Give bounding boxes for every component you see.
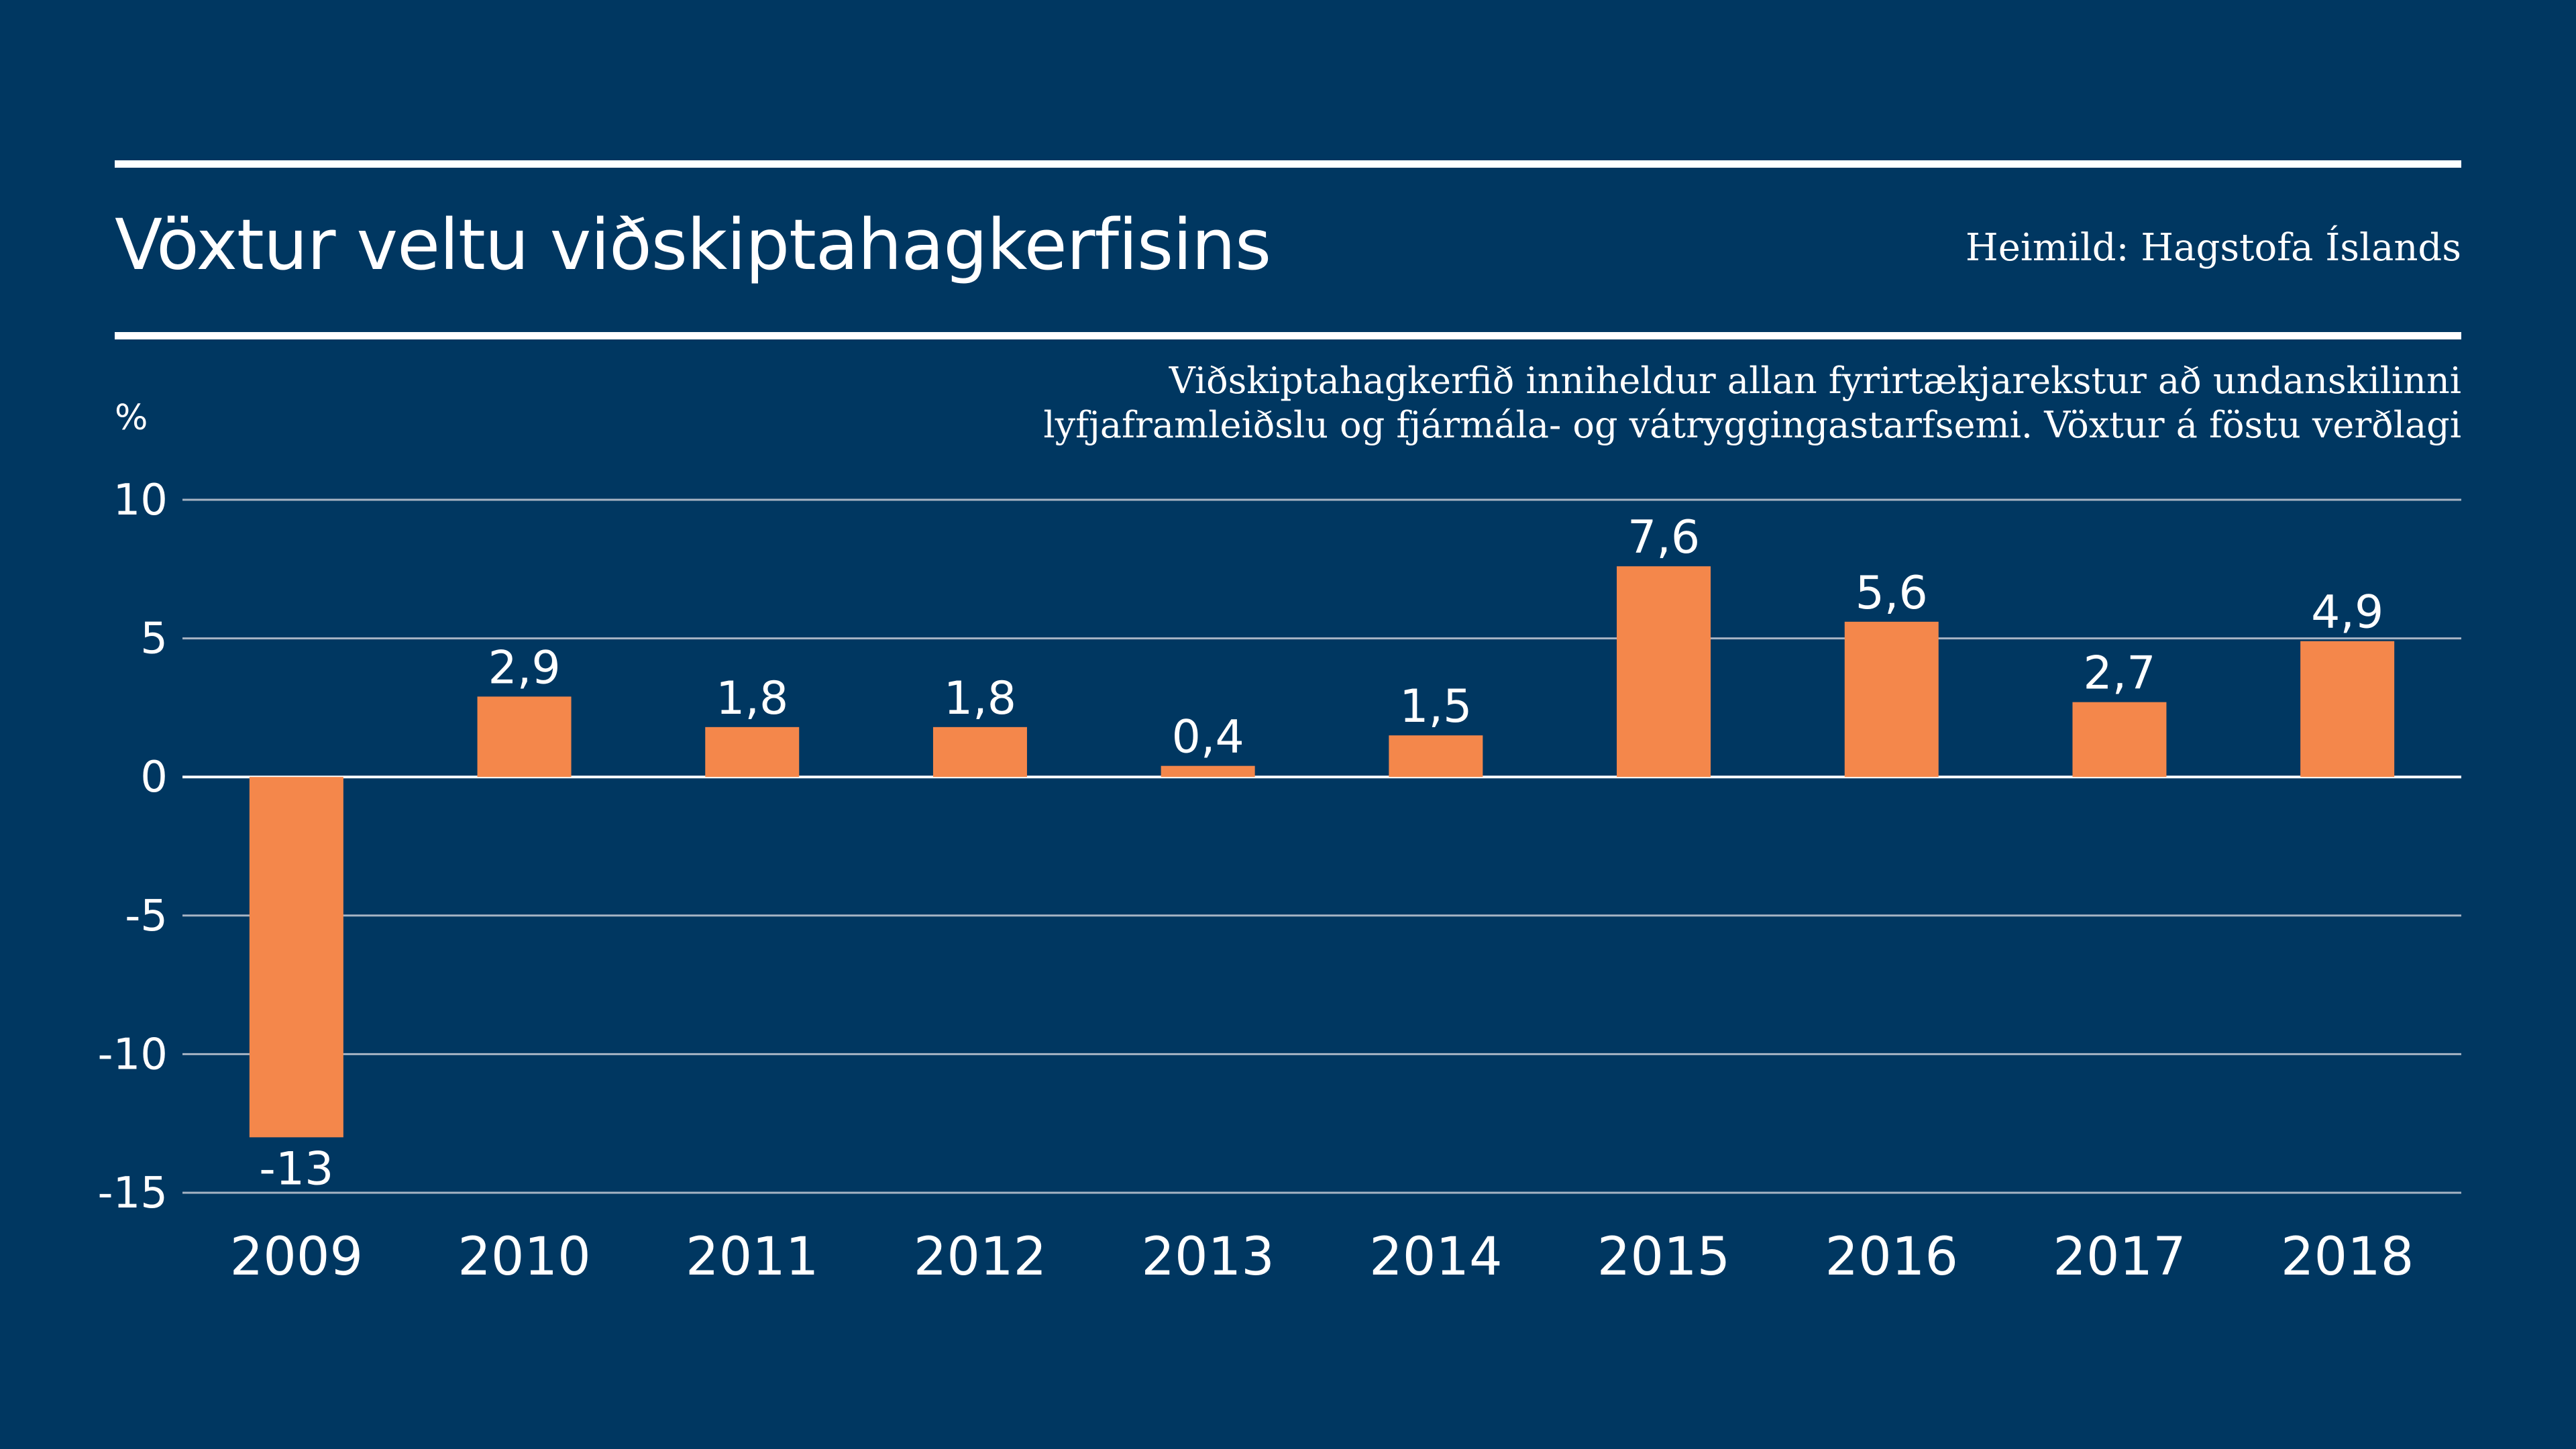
bars	[249, 566, 2395, 1138]
data-label-2011: 1,8	[716, 672, 788, 725]
bar-2009	[249, 777, 343, 1138]
top-rule	[115, 160, 2461, 168]
y-tick-label: -15	[97, 1169, 168, 1218]
data-labels: -13 2,9 1,8 1,8 0,4 1,5 7,6 5,6 2,7 4,9	[259, 511, 2383, 1195]
y-axis-unit-label: %	[115, 398, 148, 438]
bar-2012	[932, 727, 1027, 777]
data-label-2014: 1,5	[1399, 680, 1472, 733]
data-label-2013: 0,4	[1172, 711, 1244, 764]
x-tick-label-2016: 2016	[1825, 1227, 1958, 1287]
data-label-2010: 2,9	[488, 641, 560, 694]
header-rule	[115, 332, 2461, 339]
x-tick-label-2017: 2017	[2053, 1227, 2186, 1287]
data-label-2009: -13	[259, 1142, 333, 1195]
x-tick-label-2018: 2018	[2281, 1227, 2414, 1287]
x-tick-label-2014: 2014	[1369, 1227, 1503, 1287]
data-label-2018: 4,9	[2311, 586, 2383, 639]
y-tick-label: -5	[125, 892, 168, 941]
x-tick-label-2009: 2009	[230, 1227, 364, 1287]
bar-2017	[2072, 702, 2167, 777]
x-tick-label-2013: 2013	[1141, 1227, 1275, 1287]
chart-subtitle: Viðskiptahagkerfið inniheldur allan fyri…	[851, 359, 2461, 447]
y-tick-label: -10	[97, 1030, 168, 1079]
subtitle-line-1: Viðskiptahagkerfið inniheldur allan fyri…	[1169, 360, 2461, 402]
chart-title: Vöxtur veltu viðskiptahagkerfisins	[115, 204, 1271, 286]
bar-2014	[1389, 735, 1483, 777]
bar-2018	[2300, 641, 2395, 777]
source-note: Heimild: Hagstofa Íslands	[1965, 226, 2461, 270]
y-tick-label: 0	[140, 753, 168, 802]
subtitle-line-2: lyfjaframleiðslu og fjármála- og vátrygg…	[1043, 404, 2461, 446]
gridlines	[182, 498, 2461, 1194]
data-label-2016: 5,6	[1856, 567, 1928, 620]
bar-2013	[1161, 765, 1255, 777]
bar-2016	[1844, 621, 1939, 777]
x-tick-label-2011: 2011	[686, 1227, 819, 1287]
x-tick-label-2010: 2010	[458, 1227, 591, 1287]
data-label-2012: 1,8	[944, 672, 1016, 725]
bar-2015	[1617, 566, 1711, 777]
data-label-2015: 7,6	[1627, 511, 1700, 564]
bar-2011	[705, 727, 800, 777]
x-tick-label-2012: 2012	[914, 1227, 1047, 1287]
x-tick-label-2015: 2015	[1597, 1227, 1731, 1287]
x-axis-labels: 2009 2010 2011 2012 2013 2014 2015 2016 2017 2018	[230, 1227, 2414, 1287]
y-axis-ticks: 10 5 0 -5 -10 -15	[97, 476, 168, 1218]
y-tick-label: 5	[140, 614, 168, 664]
data-label-2017: 2,7	[2083, 647, 2155, 700]
y-tick-label: 10	[113, 476, 168, 525]
bar-2010	[477, 696, 572, 777]
